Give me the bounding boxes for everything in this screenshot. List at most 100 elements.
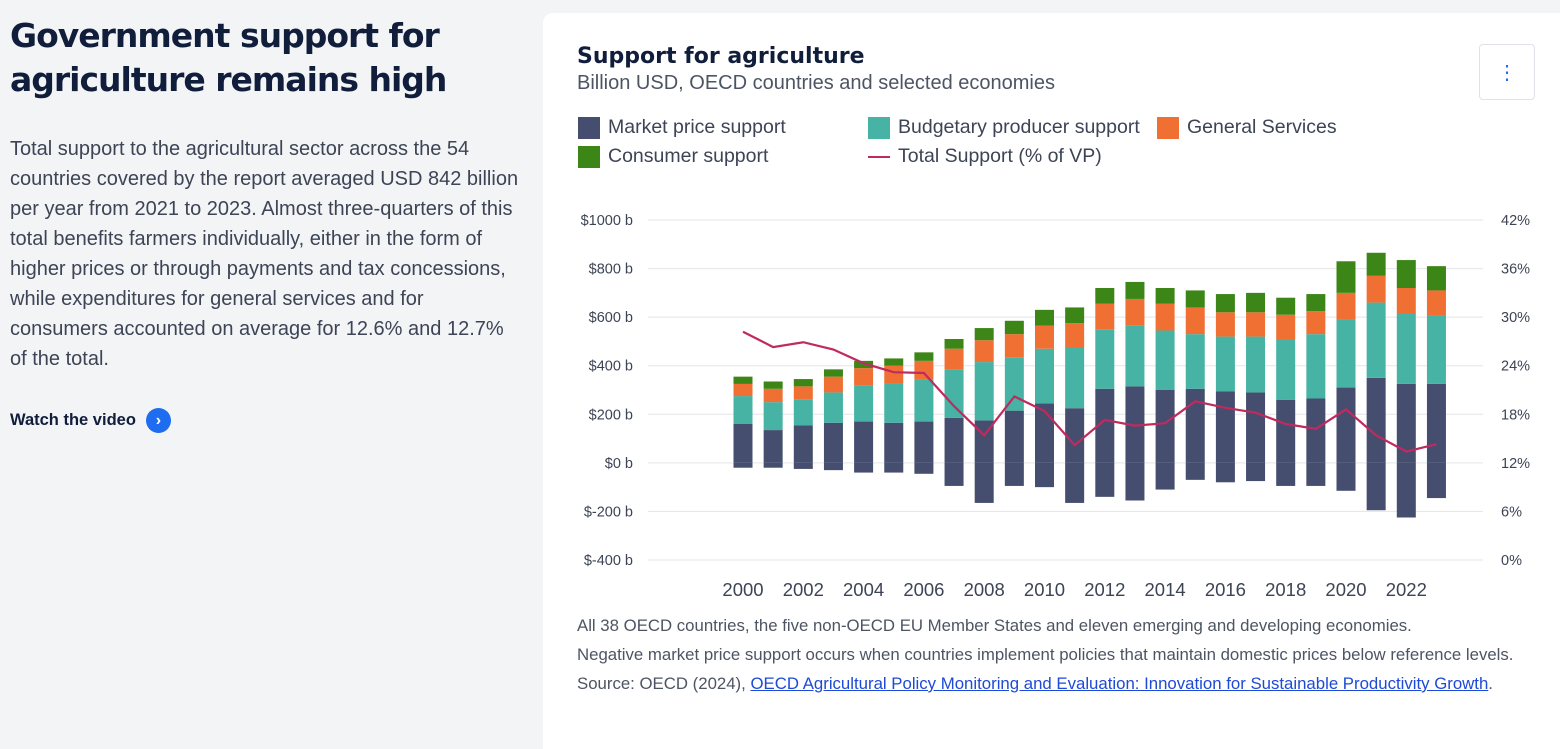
bar-segment	[1336, 261, 1356, 293]
bar-segment	[1396, 288, 1416, 314]
left-panel: Government support for agriculture remai…	[10, 14, 520, 433]
bar-segment	[1215, 312, 1235, 337]
bar-segment-negative	[1125, 462, 1145, 501]
bar-segment	[1035, 325, 1054, 349]
bar-segment	[823, 422, 843, 463]
intro-paragraph: Total support to the agricultural sector…	[10, 138, 519, 370]
source-link[interactable]: OECD Agricultural Policy Monitoring and …	[750, 674, 1489, 693]
bar-segment	[1215, 391, 1235, 463]
bar-segment-negative	[1065, 462, 1085, 503]
bar-segment	[1396, 313, 1416, 384]
bar-segment-negative	[1396, 462, 1416, 518]
y-right-tick-label: 36%	[1501, 262, 1530, 278]
bar-segment	[944, 339, 964, 349]
bar-segment	[884, 422, 904, 463]
bar-segment	[1065, 323, 1085, 348]
legend-label: Budgetary producer support	[898, 116, 1140, 138]
chart-subtitle: Billion USD, OECD countries and selected…	[577, 72, 1055, 94]
y-left-tick-label: $-400 b	[584, 553, 633, 569]
bar-segment	[1246, 312, 1266, 337]
bar-segment	[884, 365, 904, 384]
x-tick-label: 2004	[843, 579, 884, 600]
bar-segment	[793, 399, 813, 426]
bar-segment	[1185, 388, 1205, 463]
x-tick-label: 2002	[783, 579, 824, 600]
bar-segment	[884, 358, 904, 366]
bar-segment	[1276, 314, 1296, 339]
legend-swatch	[578, 145, 600, 168]
bar-segment-negative	[793, 462, 813, 469]
bar-segment	[763, 388, 783, 403]
stacked-bar-chart: $1000 b $800 b $600 b $400 b $200 b $0 b $-200…	[581, 213, 1531, 600]
heading-line-1: Government support for	[10, 16, 440, 55]
legend-swatch	[868, 116, 890, 139]
legend-item-budgetary-producer-support[interactable]: Budgetary producer support	[868, 116, 1140, 139]
bar-segment	[854, 368, 874, 386]
legend-item-total-support[interactable]: Total Support (% of VP)	[868, 145, 1102, 168]
y-right-tick-label: 24%	[1501, 359, 1530, 375]
bar-segment	[1366, 377, 1386, 463]
bar-segment	[1125, 298, 1145, 326]
bar-segment	[793, 379, 813, 387]
y-left-tick-label: $1000 b	[581, 213, 633, 229]
bar-segment	[1095, 388, 1115, 463]
x-tick-label: 2018	[1265, 579, 1306, 600]
bar-segment	[1185, 334, 1205, 389]
chart-card: Support for agriculture Billion USD, OEC…	[543, 13, 1560, 749]
bar-segment	[1155, 390, 1175, 463]
bar-segment	[1366, 252, 1386, 276]
bar-segment-negative	[1095, 462, 1115, 497]
bar-segment	[1004, 410, 1024, 463]
bar-segment	[1095, 288, 1115, 304]
bar-segment	[974, 362, 994, 421]
x-tick-label: 2014	[1145, 579, 1186, 600]
bar-segment-negative	[733, 462, 753, 468]
bar-segment	[763, 381, 783, 389]
x-tick-label: 2020	[1325, 579, 1366, 600]
bar-segment	[1426, 266, 1446, 291]
y-left-tick-label: $-200 b	[584, 504, 633, 520]
bar-segment	[793, 386, 813, 400]
watch-video-label: Watch the video	[10, 411, 136, 429]
bar-segment	[854, 360, 874, 369]
watch-video-link[interactable]: Watch the video ›	[10, 408, 520, 433]
bar-segment-negative	[974, 462, 994, 503]
bar-segment	[914, 421, 934, 463]
bar-segment	[1125, 281, 1145, 299]
bar-segment-negative	[823, 462, 843, 471]
bar-segment-negative	[944, 462, 964, 486]
bar-segment	[1276, 297, 1296, 315]
bar-segment	[944, 369, 964, 418]
legend-item-market-price-support[interactable]: Market price support	[578, 116, 786, 139]
bar-segment	[1004, 334, 1024, 358]
bar-segment	[733, 396, 753, 424]
bar-segment	[1366, 302, 1386, 378]
bar-segment	[1065, 408, 1085, 463]
bar-segment	[733, 376, 753, 384]
bar-segment	[1095, 303, 1115, 330]
heading-line-2: agriculture remains high	[10, 60, 447, 99]
legend-swatch	[1157, 116, 1179, 139]
bar-segment	[1276, 399, 1296, 463]
bar-segment-negative	[1035, 462, 1054, 488]
bar-segment	[1396, 383, 1416, 463]
y-left-tick-label: $200 b	[589, 407, 633, 423]
source-prefix: Source: OECD (2024),	[577, 674, 751, 693]
bar-segment	[1155, 303, 1175, 331]
y-right-tick-label: 6%	[1501, 504, 1522, 520]
bar-segment-negative	[1155, 462, 1175, 490]
bar-segment-negative	[1336, 462, 1356, 491]
bar-segment	[1035, 348, 1054, 404]
x-tick-label: 2008	[964, 579, 1005, 600]
bar-segment	[1215, 336, 1235, 392]
bar-segment	[914, 352, 934, 361]
legend-label: Consumer support	[608, 145, 769, 167]
legend-item-consumer-support[interactable]: Consumer support	[578, 145, 768, 168]
bar-segment	[763, 402, 783, 431]
bar-segment	[1215, 294, 1235, 313]
legend-item-general-services[interactable]: General Services	[1157, 116, 1337, 139]
chart-menu-button[interactable]: ⋮	[1479, 44, 1535, 100]
y-left-tick-label: $800 b	[589, 262, 633, 278]
source-suffix: .	[1488, 674, 1493, 693]
total-support-line	[742, 330, 1437, 453]
